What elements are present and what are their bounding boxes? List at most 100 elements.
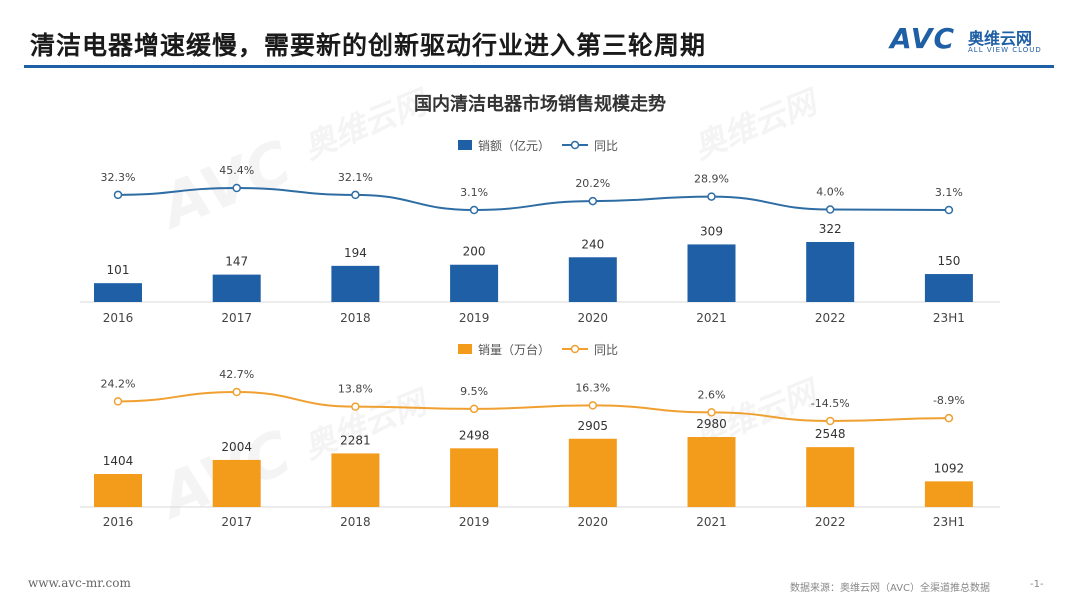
line-point <box>825 416 835 426</box>
x-tick-label: 2018 <box>340 515 371 529</box>
x-tick-label: 2019 <box>459 515 490 529</box>
logo-brand: AVC <box>890 22 955 55</box>
footer-source: 数据来源：奥维云网（AVC）全渠道推总数据 <box>790 583 991 594</box>
x-tick-label: 2017 <box>221 311 252 325</box>
bar-value-label: 2905 <box>578 419 609 433</box>
line-point <box>588 401 598 410</box>
line-value-label: 20.2% <box>575 177 610 190</box>
bar-value-label: 240 <box>581 237 604 251</box>
series-line <box>117 186 949 212</box>
bar-value-label: 194 <box>344 246 367 260</box>
line-point <box>232 387 241 397</box>
line-point <box>469 404 479 414</box>
bar-value-label: 1092 <box>934 461 965 475</box>
bar <box>450 264 499 302</box>
legend-bar-swatch <box>458 344 472 354</box>
bar <box>687 244 736 302</box>
bar <box>568 257 617 302</box>
x-tick-label: 23H1 <box>933 311 965 325</box>
line-point <box>113 397 123 406</box>
bar <box>212 274 261 302</box>
legend-line-marker <box>570 140 580 150</box>
bar-value-label: 2548 <box>815 427 846 441</box>
line-value-label: 16.3% <box>575 381 610 394</box>
footer-url[interactable]: www.avc-mr.com <box>28 576 131 590</box>
line-point <box>351 402 360 411</box>
logo-cn: 奥维云网 <box>968 29 1033 48</box>
line-value-label: 45.4% <box>219 164 254 177</box>
bar <box>331 265 380 302</box>
chart-title: 国内清洁电器市场销售规模走势 <box>414 94 666 115</box>
x-tick-label: 2016 <box>103 515 134 529</box>
x-tick-label: 2016 <box>103 311 134 325</box>
bar-value-label: 1404 <box>103 454 134 468</box>
x-tick-label: 2022 <box>815 515 846 529</box>
bar-value-label: 150 <box>937 254 960 268</box>
bar-value-label: 322 <box>819 222 842 236</box>
line-value-label: 32.3% <box>101 171 136 184</box>
line-value-label: -14.5% <box>811 397 850 410</box>
bar <box>924 481 973 507</box>
bar <box>94 283 142 302</box>
line-point <box>469 205 479 215</box>
bar-value-label: 2281 <box>340 433 371 447</box>
legend-line-label: 同比 <box>594 139 618 153</box>
header-divider <box>24 65 1054 68</box>
line-value-label: 32.1% <box>338 171 373 184</box>
line-value-label: 24.2% <box>101 377 136 390</box>
x-tick-label: 2020 <box>578 515 609 529</box>
x-tick-label: 2018 <box>340 311 371 325</box>
line-value-label: -8.9% <box>933 394 965 407</box>
line-value-label: 3.1% <box>935 186 963 199</box>
bar <box>806 242 855 302</box>
legend-bar-swatch <box>458 140 472 150</box>
page-number: -1- <box>1030 579 1044 590</box>
legend-line-marker <box>570 344 580 354</box>
line-value-label: 28.9% <box>694 173 729 186</box>
x-tick-label: 23H1 <box>933 515 965 529</box>
x-tick-label: 2020 <box>578 311 609 325</box>
x-tick-label: 2017 <box>221 515 252 529</box>
bar <box>687 437 736 507</box>
x-tick-label: 2021 <box>696 311 727 325</box>
bar <box>331 453 380 507</box>
bar-value-label: 2004 <box>221 440 252 454</box>
line-point <box>707 192 716 201</box>
legend-line-label: 同比 <box>594 343 618 357</box>
bar <box>568 438 617 507</box>
line-point <box>707 408 716 417</box>
line-value-label: 3.1% <box>460 186 488 199</box>
line-point <box>944 205 954 215</box>
line-value-label: 4.0% <box>816 186 844 199</box>
legend-bar-label: 销额（亿元） <box>478 138 550 153</box>
bar <box>450 448 499 507</box>
bar-value-label: 2498 <box>459 428 490 442</box>
bar <box>924 274 973 302</box>
logo-en: ALL VIEW CLOUD <box>968 46 1042 54</box>
bar-value-label: 309 <box>700 224 723 238</box>
bar <box>806 447 855 507</box>
bar-value-label: 2980 <box>696 417 727 431</box>
line-value-label: 9.5% <box>460 385 488 398</box>
line-point <box>351 190 360 200</box>
line-value-label: 13.8% <box>338 383 373 396</box>
bar-value-label: 101 <box>107 263 130 277</box>
x-tick-label: 2022 <box>815 311 846 325</box>
bar <box>94 474 142 507</box>
bar-value-label: 147 <box>225 255 248 269</box>
line-value-label: 42.7% <box>219 368 254 381</box>
bar-value-label: 200 <box>463 245 486 259</box>
line-point <box>588 196 598 206</box>
line-point <box>825 205 835 214</box>
avc-logo: AVC 奥维云网 ALL VIEW CLOUD <box>890 22 1060 62</box>
x-tick-label: 2019 <box>459 311 490 325</box>
x-tick-label: 2021 <box>696 515 727 529</box>
line-point <box>232 183 241 193</box>
bar <box>212 459 261 507</box>
line-point <box>944 413 954 423</box>
series-line <box>117 390 949 423</box>
line-point <box>113 190 123 200</box>
legend-bar-label: 销量（万台） <box>478 342 550 357</box>
page-title: 清洁电器增速缓慢，需要新的创新驱动行业进入第三轮周期 <box>30 31 707 60</box>
